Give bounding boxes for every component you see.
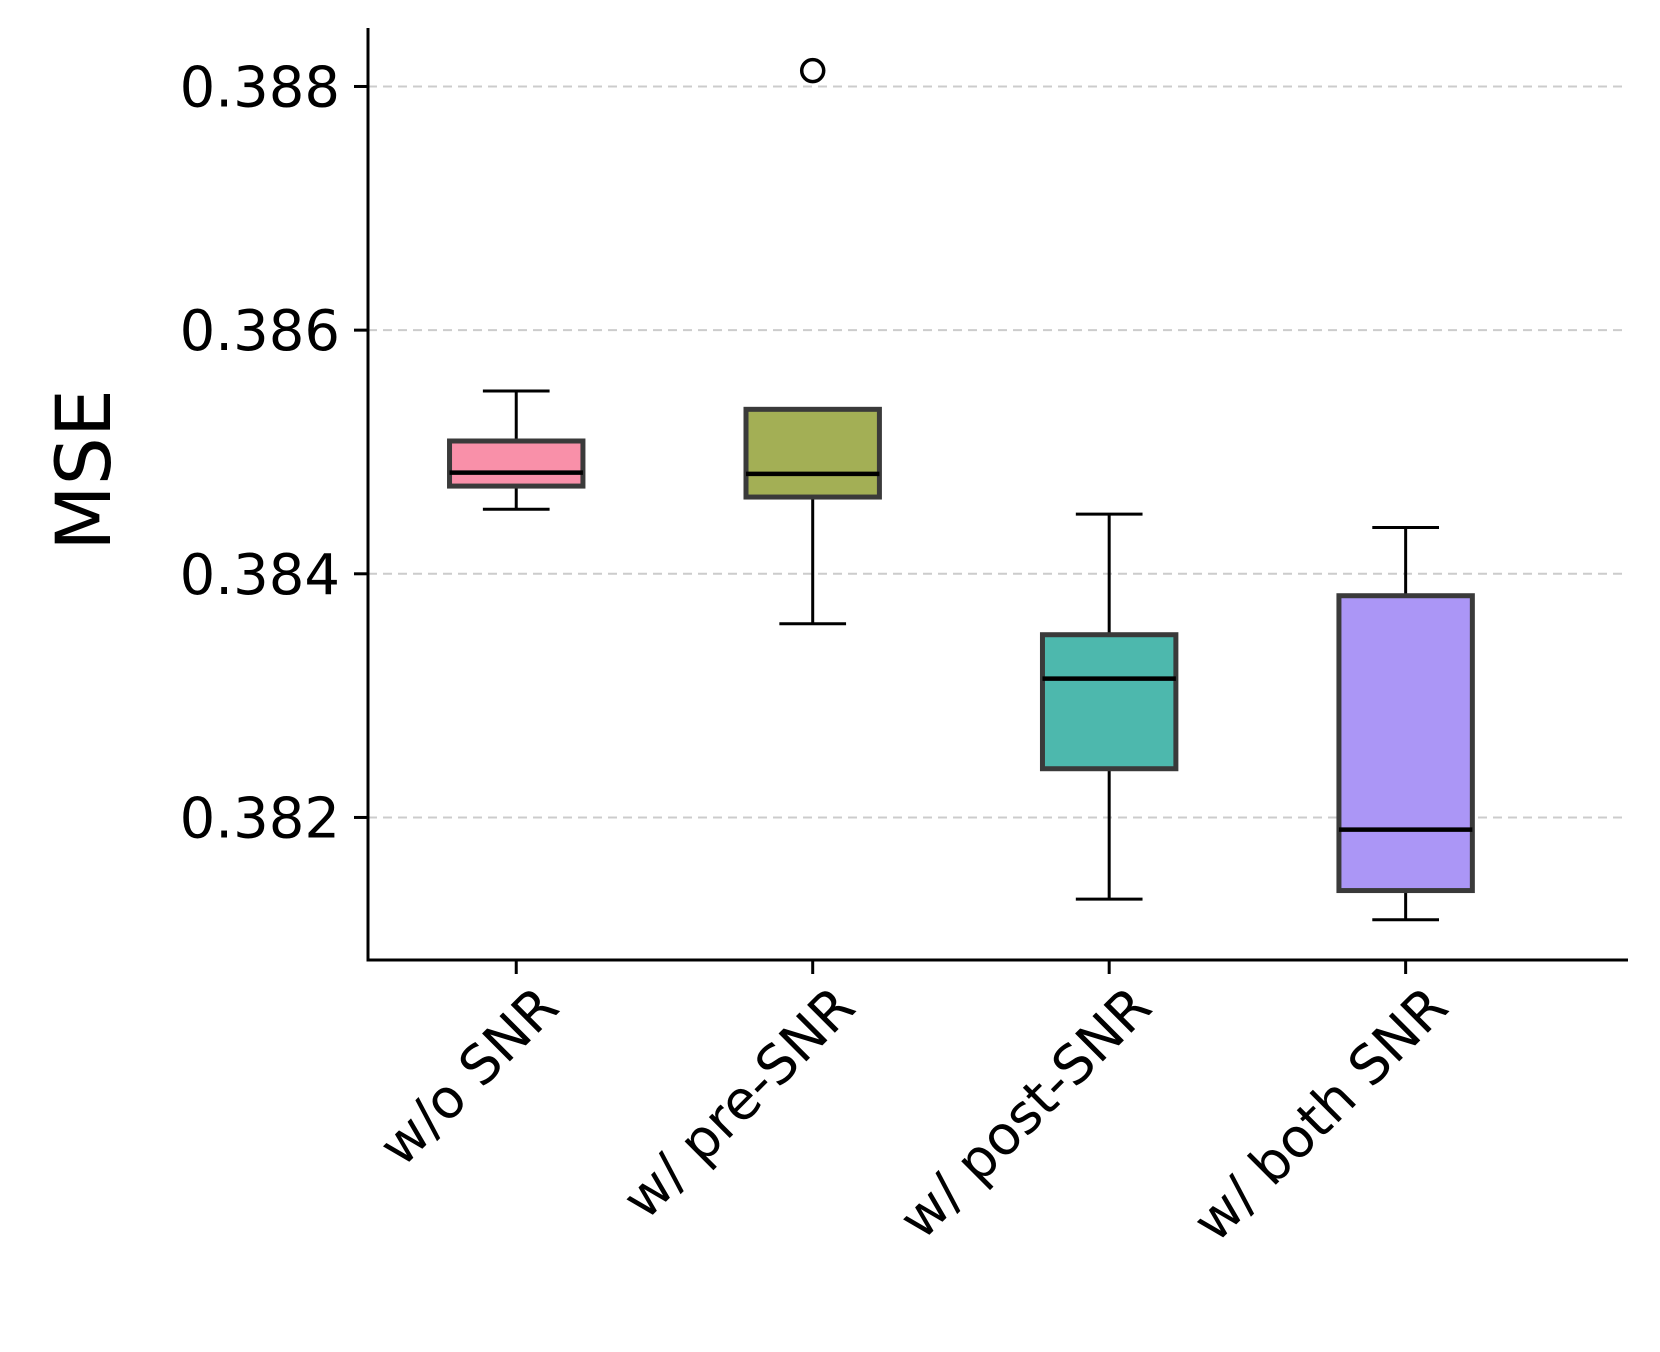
x-tick-label: w/ post-SNR	[887, 975, 1163, 1251]
boxes	[447, 57, 1475, 922]
box-group	[447, 389, 586, 511]
y-axis-title: MSE	[39, 389, 128, 551]
y-tick-label: 0.388	[180, 55, 340, 120]
y-tick-label: 0.384	[180, 543, 340, 608]
x-tick-label: w/o SNR	[367, 975, 570, 1178]
y-ticks: 0.382 0.384 0.386 0.388	[180, 55, 368, 851]
y-tick-label: 0.382	[180, 786, 340, 851]
x-tick-label: w/ pre-SNR	[610, 975, 866, 1231]
iqr-box	[1336, 593, 1475, 894]
box-group	[1039, 512, 1179, 901]
x-ticks: w/o SNR w/ pre-SNR w/ post-SNR w/ both SNR	[367, 960, 1460, 1254]
iqr-box	[1039, 632, 1179, 772]
x-tick-label: w/ both SNR	[1181, 975, 1460, 1254]
outlier-point	[799, 57, 826, 84]
iqr-box	[743, 406, 882, 500]
box-group	[743, 57, 882, 626]
y-tick-label: 0.386	[180, 299, 340, 364]
iqr-box	[447, 438, 586, 489]
axes	[366, 28, 1628, 962]
box-group	[1336, 526, 1475, 922]
